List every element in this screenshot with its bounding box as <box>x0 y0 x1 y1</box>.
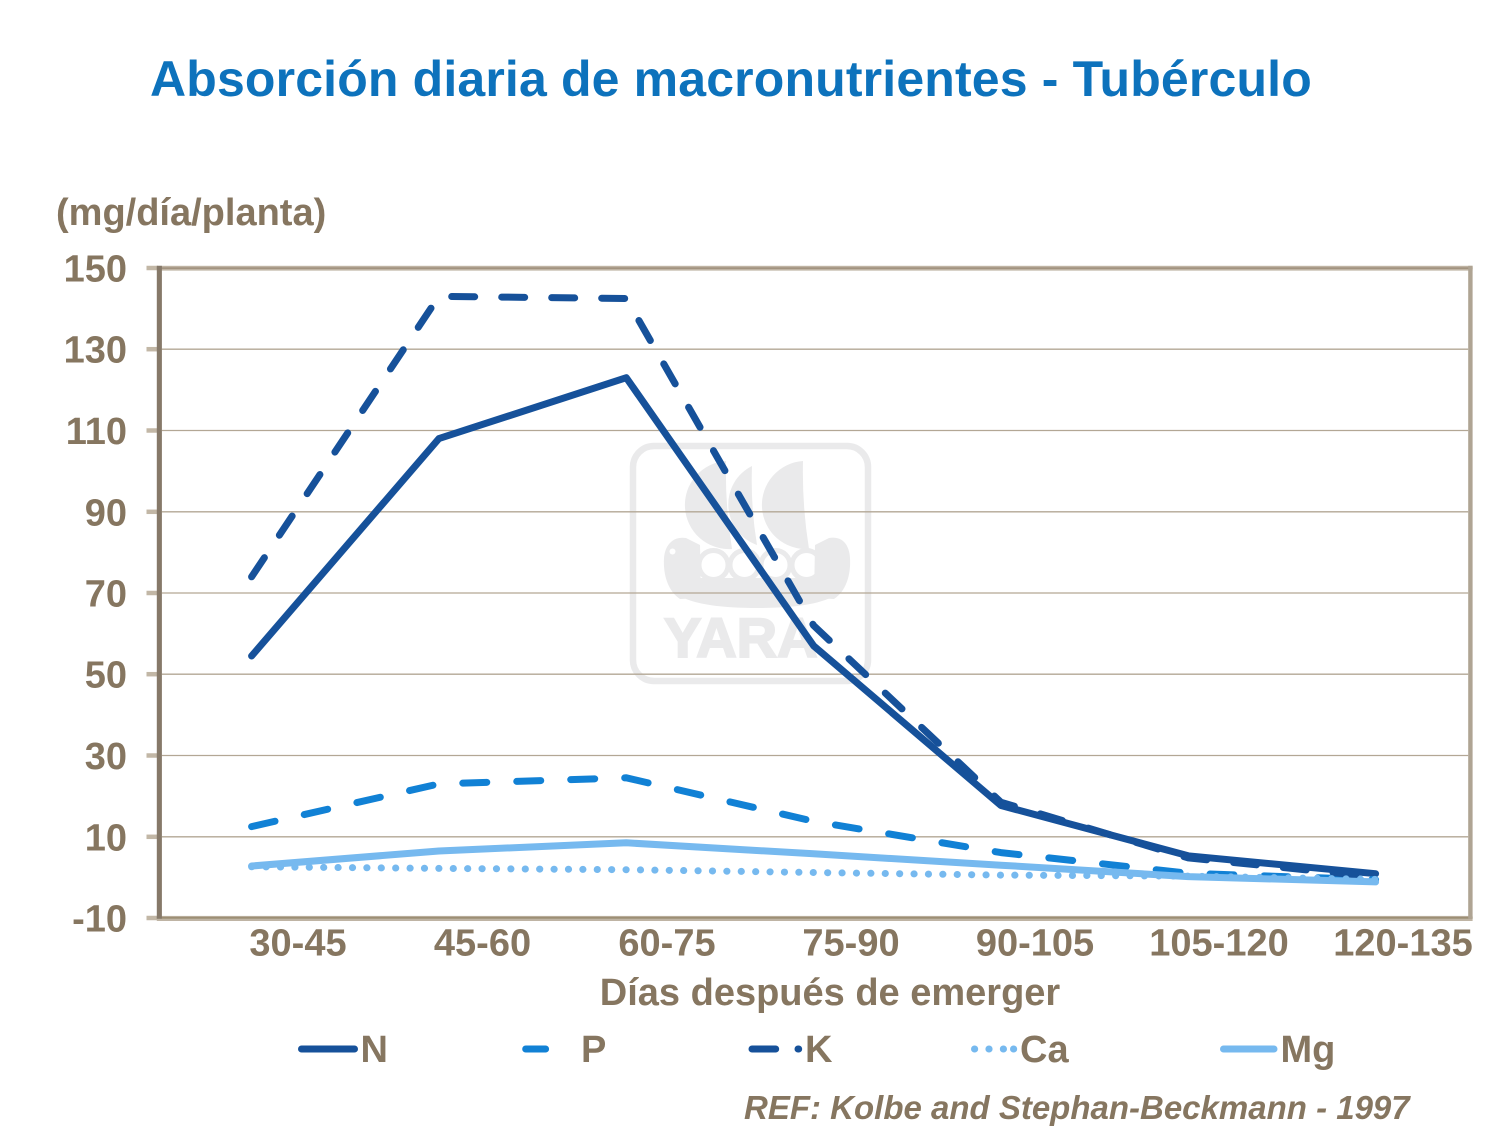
svg-text:130: 130 <box>64 330 127 372</box>
svg-text:105-120: 105-120 <box>1149 923 1288 965</box>
svg-text:90-105: 90-105 <box>976 923 1094 965</box>
svg-text:110: 110 <box>66 411 127 453</box>
svg-text:150: 150 <box>64 249 127 291</box>
svg-text:90: 90 <box>85 492 127 534</box>
svg-text:75-90: 75-90 <box>802 923 899 965</box>
svg-text:REF: Kolbe and Stephan-Beckman: REF: Kolbe and Stephan-Beckmann - 1997 <box>744 1089 1411 1126</box>
svg-text:60-75: 60-75 <box>618 923 715 965</box>
svg-text:N: N <box>361 1029 388 1071</box>
svg-text:120-135: 120-135 <box>1333 923 1472 965</box>
svg-text:50: 50 <box>85 655 127 697</box>
svg-text:P: P <box>581 1029 606 1071</box>
svg-text:-10: -10 <box>72 899 127 941</box>
svg-text:45-60: 45-60 <box>434 923 531 965</box>
svg-text:10: 10 <box>85 817 127 859</box>
svg-text:30: 30 <box>85 736 127 778</box>
svg-text:Ca: Ca <box>1020 1029 1069 1071</box>
svg-text:Días después de emerger: Días después de emerger <box>600 972 1061 1014</box>
svg-text:70: 70 <box>85 574 127 616</box>
svg-text:(mg/día/planta): (mg/día/planta) <box>56 192 326 234</box>
svg-text:Absorción diaria de macronutri: Absorción diaria de macronutrientes - Tu… <box>150 51 1312 107</box>
svg-text:K: K <box>805 1029 833 1071</box>
svg-text:Mg: Mg <box>1281 1029 1336 1071</box>
svg-text:30-45: 30-45 <box>249 923 346 965</box>
